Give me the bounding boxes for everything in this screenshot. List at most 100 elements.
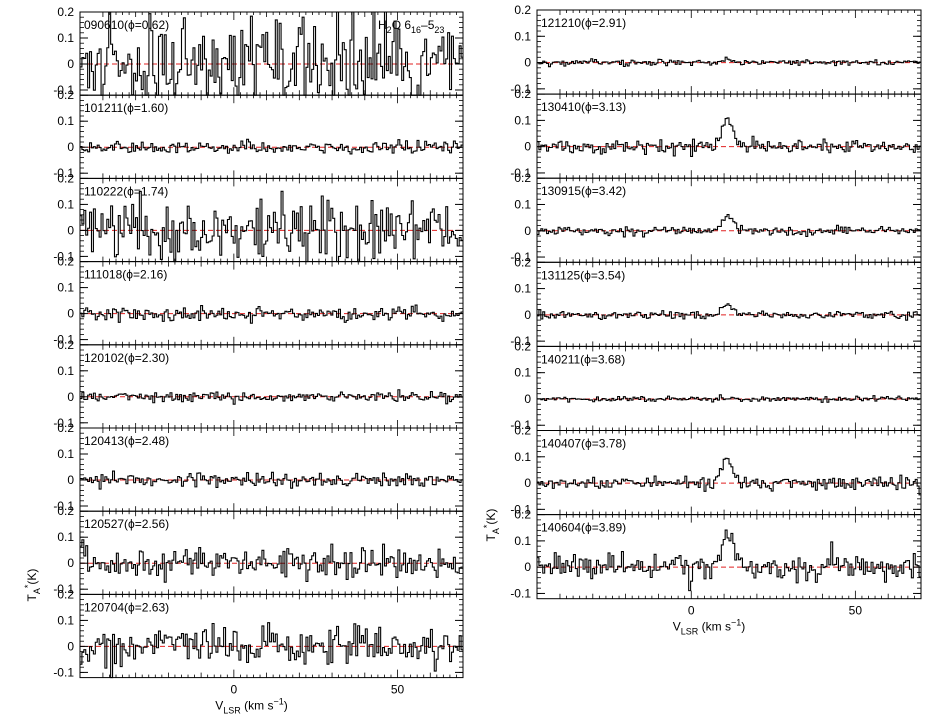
panel-epoch-label: 111018(ϕ=2.16) <box>84 268 167 282</box>
y-axis-title: TA*(K) <box>23 569 42 602</box>
panel-epoch-label: 120102(ϕ=2.30) <box>84 351 169 365</box>
spectrum-panel: 0.2 0.1 0 -0.1 120102(ϕ=2.30) <box>53 338 464 430</box>
spectra-column-1: 0.2 0.1 0 -0.1 090610(ϕ=0.62) 0.2 0.1 0 -0.1 1012… <box>23 5 464 716</box>
y-tick-label: 0 <box>524 56 531 70</box>
spectrum-trace <box>80 470 463 490</box>
spectra-column-2: 0.2 0.1 0 -0.1 121210(ϕ=2.91) 0.2 0.1 0 -0.1 1304… <box>482 3 922 637</box>
y-tick-label: 0.1 <box>57 31 74 45</box>
y-tick-label: -0.1 <box>53 499 74 513</box>
spectrum-trace <box>537 529 921 592</box>
spectrum-trace <box>537 457 921 496</box>
y-tick-label: 0 <box>67 57 74 71</box>
panel-epoch-label: 110222(ϕ=1.74) <box>84 184 168 198</box>
spectrum-trace <box>80 539 463 583</box>
y-tick-label: 0.2 <box>57 338 74 352</box>
x-tick-label: 50 <box>391 683 405 697</box>
spectrum-panel: 0.2 0.1 0 -0.1 131125(ϕ=3.54) <box>510 255 922 348</box>
y-tick-label: -0.1 <box>53 665 74 679</box>
y-tick-label: 0.2 <box>514 171 531 185</box>
y-tick-label: 0 <box>524 476 531 490</box>
panel-epoch-label: 140407(ϕ=3.78) <box>541 437 626 451</box>
panel-epoch-label: 140604(ϕ=3.89) <box>541 521 626 535</box>
y-tick-label: -0.1 <box>510 250 531 264</box>
y-tick-label: 0.1 <box>514 29 531 43</box>
y-tick-label: -0.1 <box>53 333 74 347</box>
spectrum-panel: 0.2 0.1 0 -0.1 101211(ϕ=1.60) <box>53 88 464 180</box>
panel-epoch-label: 130410(ϕ=3.13) <box>541 100 626 114</box>
x-axis-title: VLSR (km s−1) <box>673 618 745 637</box>
panel-epoch-label: 130915(ϕ=3.42) <box>541 184 626 198</box>
y-tick-label: 0.2 <box>57 587 74 601</box>
y-tick-label: 0.2 <box>514 424 531 438</box>
spectrum-trace <box>80 138 463 155</box>
x-tick-label: 0 <box>688 604 695 618</box>
y-tick-label: 0.2 <box>57 88 74 102</box>
x-tick-label: 50 <box>849 604 863 618</box>
transition-title: H2O 616–523 <box>378 18 444 35</box>
y-tick-label: 0.1 <box>514 534 531 548</box>
y-tick-label: 0.2 <box>57 504 74 518</box>
y-tick-label: 0.1 <box>57 530 74 544</box>
spectrum-trace <box>80 622 463 679</box>
panel-epoch-label: 140211(ϕ=3.68) <box>541 352 625 366</box>
spectrum-panel: 0.2 0.1 0 -0.1 121210(ϕ=2.91) <box>510 3 922 96</box>
y-tick-label: 0.2 <box>57 421 74 435</box>
y-tick-label: 0 <box>524 140 531 154</box>
y-tick-label: 0.1 <box>514 366 531 380</box>
y-tick-label: 0.2 <box>514 87 531 101</box>
spectrum-panel: 0.2 0.1 0 -0.1 130410(ϕ=3.13) <box>510 87 922 180</box>
panel-epoch-label: 121210(ϕ=2.91) <box>541 16 626 30</box>
y-tick-label: 0.2 <box>57 171 74 185</box>
y-tick-label: 0 <box>524 308 531 322</box>
y-tick-label: 0.2 <box>514 508 531 522</box>
y-tick-label: 0.1 <box>57 613 74 627</box>
spectrum-trace <box>537 303 921 321</box>
spectrum-trace <box>80 389 463 405</box>
spectrum-panel: 0.2 0.1 0 -0.1 110222(ϕ=1.74) <box>53 171 464 263</box>
y-tick-label: 0.1 <box>514 197 531 211</box>
y-tick-label: -0.1 <box>53 582 74 596</box>
y-tick-label: -0.1 <box>510 418 531 432</box>
panel-epoch-label: 131125(ϕ=3.54) <box>541 268 625 282</box>
y-tick-label: 0 <box>67 556 74 570</box>
spectrum-panel: 0.2 0.1 0 -0.1 130915(ϕ=3.42) <box>510 171 922 264</box>
spectrum-panel: 0.2 0.1 0 -0.1 140407(ϕ=3.78) <box>510 424 922 516</box>
y-tick-label: 0.2 <box>514 339 531 353</box>
panel-epoch-label: 120527(ϕ=2.56) <box>84 517 169 531</box>
y-tick-label: 0 <box>67 140 74 154</box>
spectrum-trace <box>80 11 463 96</box>
y-tick-label: 0 <box>67 473 74 487</box>
y-axis-title: TA*(K) <box>482 509 501 542</box>
spectrum-panel: 0.2 0.1 0 -0.1 140211(ϕ=3.68) <box>510 339 922 432</box>
y-tick-label: 0 <box>67 390 74 404</box>
spectrum-panel: 0.2 0.1 0 -0.1 120413(ϕ=2.48) <box>53 421 464 513</box>
panel-epoch-label: 090610(ϕ=0.62) <box>84 18 169 32</box>
y-tick-label: -0.1 <box>53 166 74 180</box>
y-tick-label: 0 <box>67 639 74 653</box>
spectrum-trace <box>537 117 921 157</box>
x-tick-label: 0 <box>231 683 238 697</box>
y-tick-label: 0.2 <box>57 255 74 269</box>
y-tick-label: 0 <box>524 560 531 574</box>
panel-epoch-label: 120704(ϕ=2.63) <box>84 600 169 614</box>
y-tick-label: 0 <box>67 223 74 237</box>
y-tick-label: -0.1 <box>510 502 531 516</box>
y-tick-label: 0 <box>67 307 74 321</box>
y-tick-label: 0.1 <box>57 447 74 461</box>
y-tick-label: 0.1 <box>514 282 531 296</box>
x-axis-title: VLSR (km s−1) <box>215 697 287 716</box>
y-tick-label: -0.1 <box>53 83 74 97</box>
y-tick-label: -0.1 <box>510 166 531 180</box>
spectrum-trace <box>537 213 921 238</box>
y-tick-label: 0 <box>524 224 531 238</box>
y-tick-label: -0.1 <box>53 416 74 430</box>
y-tick-label: 0 <box>524 392 531 406</box>
y-tick-label: 0.1 <box>57 197 74 211</box>
y-tick-label: 0.2 <box>514 3 531 17</box>
spectrum-trace <box>537 56 921 68</box>
y-tick-label: 0.1 <box>57 364 74 378</box>
y-tick-label: 0.2 <box>514 255 531 269</box>
panel-epoch-label: 120413(ϕ=2.48) <box>84 434 169 448</box>
y-tick-label: 0.1 <box>514 113 531 127</box>
